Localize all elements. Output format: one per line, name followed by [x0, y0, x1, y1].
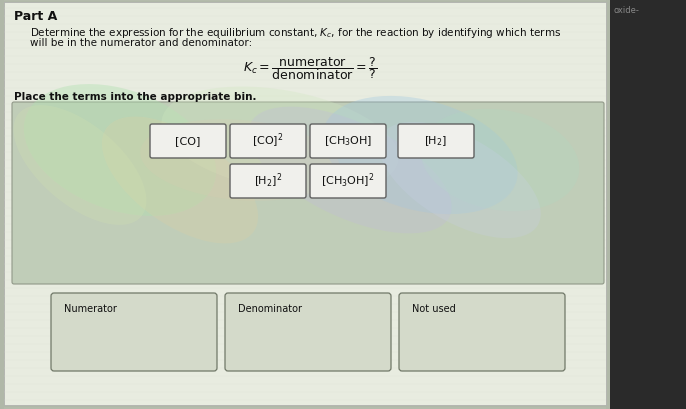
- FancyBboxPatch shape: [398, 124, 474, 158]
- Text: Numerator: Numerator: [64, 304, 117, 314]
- Text: Not used: Not used: [412, 304, 456, 314]
- Ellipse shape: [379, 122, 541, 238]
- Text: Determine the expression for the equilibrium constant, $K_c$, for the reaction b: Determine the expression for the equilib…: [30, 26, 561, 40]
- Text: Part A: Part A: [14, 10, 57, 23]
- Text: [CH$_3$OH]: [CH$_3$OH]: [324, 134, 372, 148]
- FancyBboxPatch shape: [225, 293, 391, 371]
- Ellipse shape: [421, 109, 579, 211]
- Text: oxide-: oxide-: [614, 6, 640, 15]
- Ellipse shape: [14, 105, 146, 225]
- FancyBboxPatch shape: [150, 124, 226, 158]
- FancyBboxPatch shape: [230, 164, 306, 198]
- Text: [CO]: [CO]: [176, 136, 201, 146]
- Ellipse shape: [24, 84, 216, 216]
- FancyBboxPatch shape: [310, 164, 386, 198]
- Ellipse shape: [102, 117, 258, 243]
- FancyBboxPatch shape: [12, 102, 604, 284]
- Text: [H$_2$]: [H$_2$]: [425, 134, 447, 148]
- Text: [H$_2$]$^2$: [H$_2$]$^2$: [254, 172, 282, 190]
- Text: Denominator: Denominator: [238, 304, 302, 314]
- Text: Place the terms into the appropriate bin.: Place the terms into the appropriate bin…: [14, 92, 257, 102]
- FancyBboxPatch shape: [4, 2, 606, 405]
- Text: [CH$_3$OH]$^2$: [CH$_3$OH]$^2$: [321, 172, 375, 190]
- Ellipse shape: [322, 96, 518, 214]
- Text: $K_c = \dfrac{\mathrm{numerator}}{\mathrm{denominator}} = \dfrac{?}{?}$: $K_c = \dfrac{\mathrm{numerator}}{\mathr…: [243, 55, 377, 82]
- FancyBboxPatch shape: [230, 124, 306, 158]
- FancyBboxPatch shape: [310, 124, 386, 158]
- FancyBboxPatch shape: [399, 293, 565, 371]
- Bar: [610, 0, 686, 409]
- Text: [CO]$^2$: [CO]$^2$: [252, 132, 284, 150]
- Ellipse shape: [248, 107, 451, 234]
- Ellipse shape: [141, 119, 340, 201]
- Text: will be in the numerator and denominator:: will be in the numerator and denominator…: [30, 38, 252, 48]
- Ellipse shape: [161, 87, 399, 193]
- FancyBboxPatch shape: [51, 293, 217, 371]
